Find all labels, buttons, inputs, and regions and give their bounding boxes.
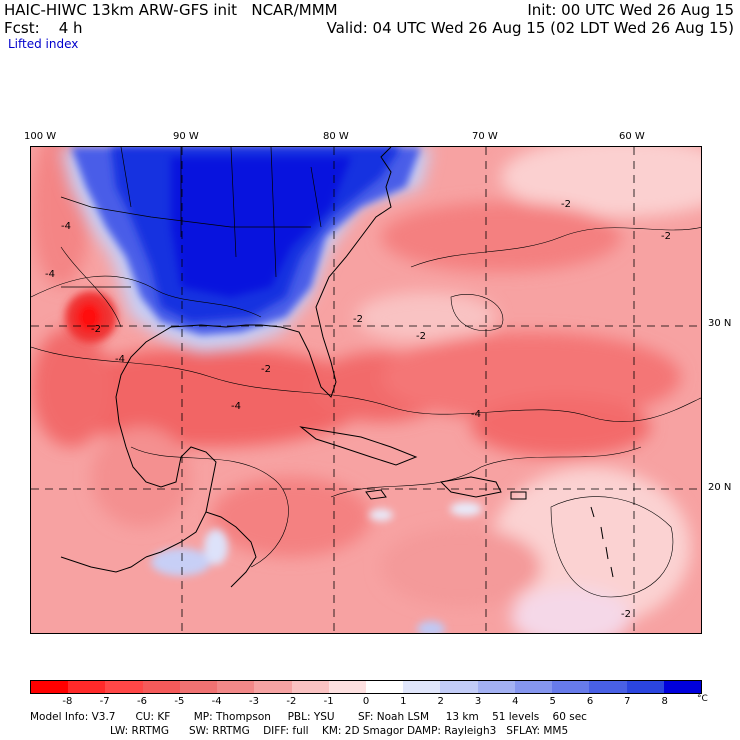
colorbar-swatch bbox=[365, 681, 404, 693]
colorbar-tick-label: -2 bbox=[286, 696, 297, 707]
contour-label: -2 bbox=[353, 314, 363, 325]
cuba bbox=[299, 426, 418, 466]
lon-label-60w: 60 W bbox=[619, 131, 645, 142]
lon-label-100w: 100 W bbox=[24, 131, 57, 142]
colorbar-swatch bbox=[552, 681, 590, 693]
colorbar-swatch bbox=[328, 681, 366, 693]
li-minimum bbox=[65, 291, 117, 343]
colorbar-swatch bbox=[514, 681, 553, 693]
contour-label: -2 bbox=[416, 331, 426, 342]
colorbar-tick-label: -1 bbox=[323, 696, 334, 707]
colorbar-tick-label: 1 bbox=[400, 696, 407, 707]
colorbar-swatch bbox=[291, 681, 329, 693]
contour-labels: -2 -2 -2 -2 -2 -2 -4 -4 -4 -4 -4 -2 bbox=[45, 199, 671, 620]
contour-label: -2 bbox=[261, 364, 271, 375]
model-info-line1: Model Info: V3.7 CU: KF MP: Thompson PBL… bbox=[30, 711, 587, 723]
colorbar-tick-label: 4 bbox=[512, 696, 519, 707]
contour-label: -4 bbox=[115, 354, 125, 365]
graticule bbox=[31, 147, 701, 633]
valid-time: Valid: 04 UTC Wed 26 Aug 15 (02 LDT Wed … bbox=[326, 19, 734, 37]
colorbar-swatch bbox=[403, 681, 441, 693]
colorbar-tick-label: -8 bbox=[62, 696, 73, 707]
contour-label: -2 bbox=[91, 324, 101, 335]
colorbar-swatch bbox=[626, 681, 664, 693]
lat-label-20n: 20 N bbox=[708, 482, 732, 493]
colorbar-tick-label: 7 bbox=[624, 696, 631, 707]
colorbar-tick-label: 3 bbox=[474, 696, 482, 707]
colorbar-swatch bbox=[105, 681, 143, 693]
colorbar bbox=[30, 680, 702, 694]
hispaniola bbox=[439, 476, 502, 498]
lon-label-90w: 90 W bbox=[173, 131, 199, 142]
pacific-coast bbox=[60, 556, 147, 573]
contours bbox=[31, 227, 701, 598]
colorbar-swatch bbox=[179, 681, 218, 693]
colorbar-tick-label: -5 bbox=[174, 696, 185, 707]
contour-label: -4 bbox=[231, 401, 241, 412]
colorbar-tick-label: 0 bbox=[362, 696, 370, 707]
colorbar-tick-label: 2 bbox=[437, 696, 444, 707]
field-shading bbox=[31, 147, 701, 633]
contour-label: -4 bbox=[45, 269, 55, 280]
puerto-rico bbox=[510, 491, 527, 500]
colorbar-unit: °C bbox=[697, 694, 708, 704]
jamaica bbox=[365, 489, 387, 500]
colorbar-swatch bbox=[589, 681, 627, 693]
colorbar-tick-label: 8 bbox=[661, 696, 668, 707]
map-canvas: -2 -2 -2 -2 -2 -2 -4 -4 -4 -4 -4 -2 bbox=[31, 147, 701, 633]
colorbar-swatch bbox=[217, 681, 255, 693]
gulf-coast bbox=[115, 147, 392, 558]
contour-label: -2 bbox=[561, 199, 571, 210]
colorbar-tick-label: 6 bbox=[586, 696, 594, 707]
lifted-index-map: -2 -2 -2 -2 -2 -2 -4 -4 -4 -4 -4 -2 bbox=[30, 146, 702, 634]
forecast-hour: Fcst: 4 h bbox=[4, 19, 83, 37]
stable-patches bbox=[151, 502, 482, 633]
lon-label-70w: 70 W bbox=[472, 131, 498, 142]
contour-label: -2 bbox=[661, 231, 671, 242]
lon-label-80w: 80 W bbox=[323, 131, 349, 142]
colorbar-tick-label: 5 bbox=[549, 696, 556, 707]
central-america-coast bbox=[205, 511, 257, 588]
colorbar-ticks: -8 -7 -6 -5 -4 -3 -2 -1 0 1 2 3 4 5 6 7 8 bbox=[30, 696, 702, 708]
contour-label: -4 bbox=[61, 221, 71, 232]
stable-region bbox=[61, 147, 431, 352]
state-borders bbox=[60, 147, 322, 288]
colorbar-swatch bbox=[477, 681, 515, 693]
model-info-line2: LW: RRTMG SW: RRTMG DIFF: full KM: 2D Sm… bbox=[110, 725, 569, 737]
field-name: Lifted index bbox=[8, 37, 79, 51]
colorbar-swatch bbox=[663, 681, 701, 693]
colorbar-swatch bbox=[68, 681, 106, 693]
colorbar-swatch bbox=[440, 681, 478, 693]
colorbar-swatch bbox=[254, 681, 292, 693]
contour-label: -4 bbox=[471, 409, 481, 420]
lat-label-30n: 30 N bbox=[708, 318, 732, 329]
colorbar-tick-label: -3 bbox=[249, 696, 259, 707]
colorbar-tick-label: -4 bbox=[211, 696, 222, 707]
model-title: HAIC-HIWC 13km ARW-GFS init NCAR/MMM bbox=[4, 1, 338, 19]
contour-label: -2 bbox=[621, 609, 631, 620]
colorbar-swatch bbox=[142, 681, 180, 693]
coastlines bbox=[60, 147, 614, 588]
lesser-antilles bbox=[590, 506, 614, 578]
colorbar-tick-label: -6 bbox=[137, 696, 147, 707]
colorbar-swatch bbox=[31, 681, 69, 693]
colorbar-tick-label: -7 bbox=[99, 696, 110, 707]
init-time: Init: 00 UTC Wed 26 Aug 15 bbox=[527, 1, 734, 19]
